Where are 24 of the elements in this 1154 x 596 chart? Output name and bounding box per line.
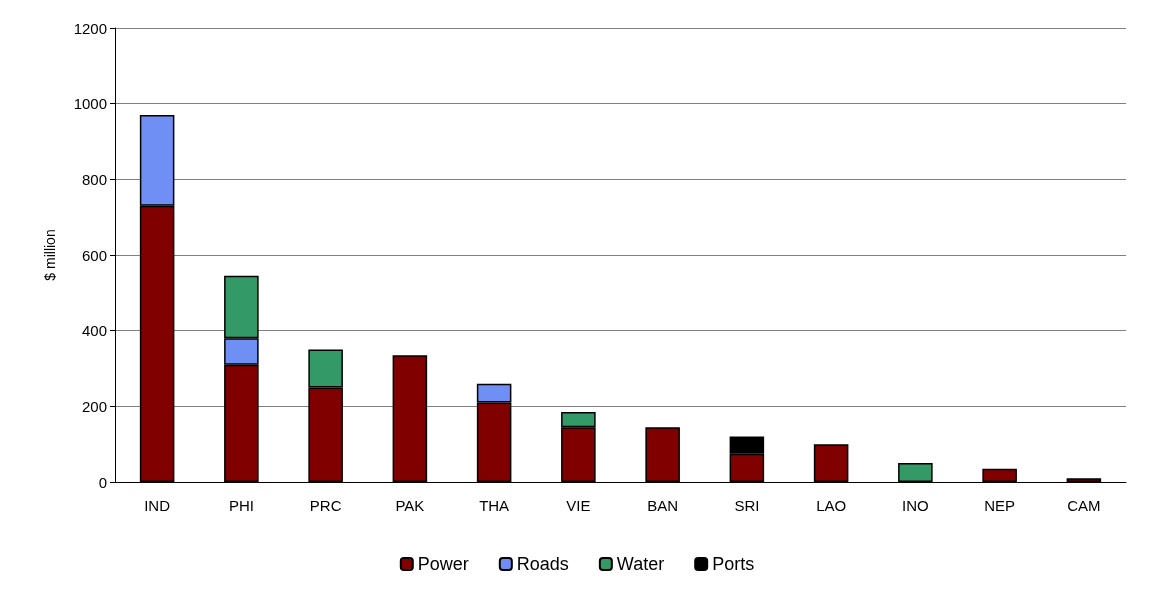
y-tick-label: 400	[81, 322, 107, 340]
x-tick-label: IND	[144, 497, 171, 514]
x-tick-label: PRC	[309, 497, 342, 514]
x-tick-label: BAN	[647, 497, 679, 514]
x-tick-label: PAK	[395, 497, 425, 514]
y-tick-label: 800	[81, 170, 107, 188]
y-tick-label: 600	[81, 246, 107, 264]
legend-label: Roads	[516, 554, 569, 574]
y-tick-label: 1200	[73, 19, 107, 37]
y-axis-title: $ million	[42, 229, 58, 281]
x-tick-label: THA	[479, 497, 510, 514]
x-tick-label: NEP	[984, 497, 1016, 514]
x-tick-label: VIE	[566, 497, 591, 514]
legend-label: Ports	[712, 554, 755, 574]
x-tick-label: LAO	[816, 497, 847, 514]
x-tick-label: CAM	[1067, 497, 1101, 514]
y-tick-label: 200	[81, 397, 107, 415]
x-tick-label: PHI	[228, 497, 254, 514]
x-tick-label: INO	[902, 497, 929, 514]
legend-label: Water	[616, 554, 665, 574]
y-tick-label: 0	[98, 473, 107, 491]
x-tick-label: SRI	[734, 497, 760, 514]
y-tick-label: 1000	[73, 95, 107, 113]
legend-label: Power	[417, 554, 469, 574]
